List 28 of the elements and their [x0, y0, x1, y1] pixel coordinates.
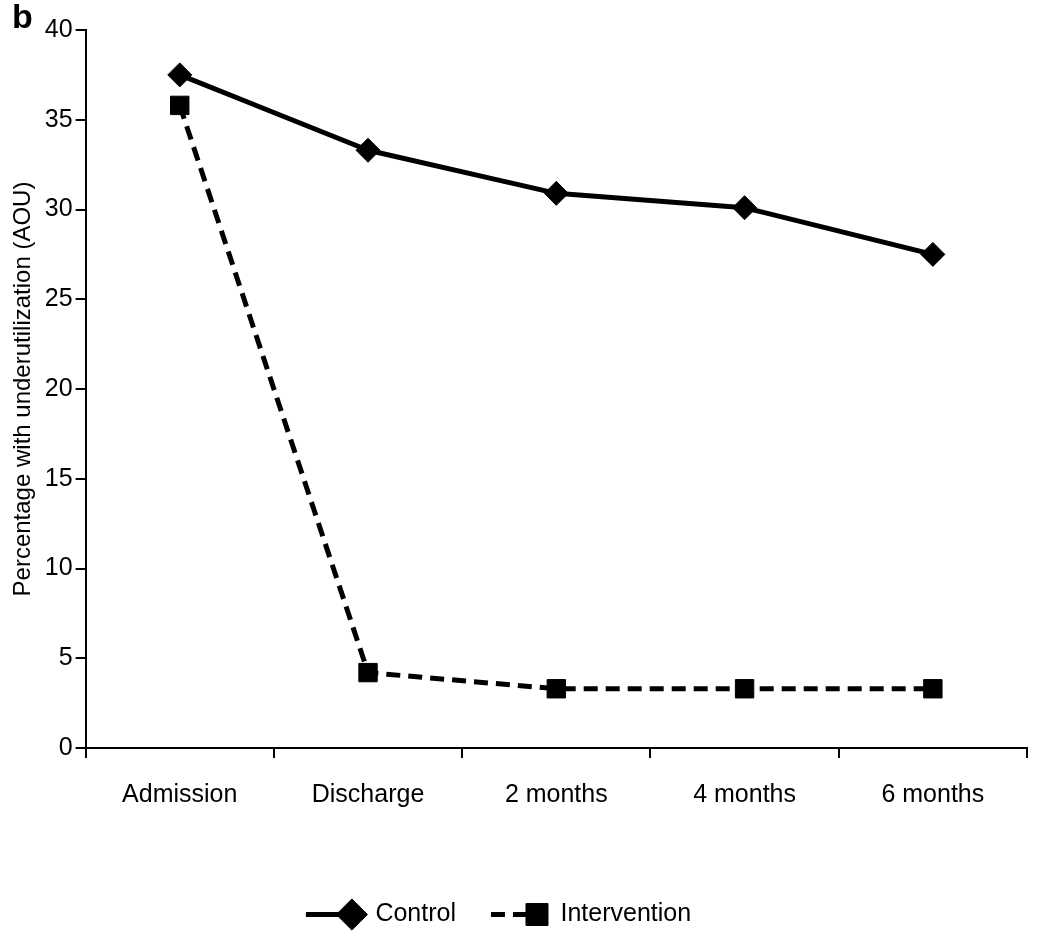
point [358, 662, 378, 683]
point [170, 95, 190, 116]
y-tick-label: 35 [44, 103, 73, 132]
y-tick-label: 30 [44, 193, 73, 222]
y-tick-label: 20 [44, 372, 73, 401]
x-tick-label: 4 months [693, 778, 796, 807]
point [923, 679, 943, 699]
point [732, 195, 758, 221]
y-tick-label: 15 [44, 462, 73, 491]
point [546, 679, 566, 699]
chart-title: b [12, 0, 33, 36]
y-tick-label: 40 [44, 13, 73, 42]
x-tick-label: 2 months [504, 778, 608, 807]
point [734, 679, 755, 699]
legend-label: Control [375, 898, 456, 927]
y-axis-title: Percentage with underutilization (AOU) [8, 181, 36, 597]
y-tick-label: 5 [58, 642, 73, 671]
legend-label: Intervention [560, 898, 692, 927]
point [167, 62, 193, 88]
x-tick-label: Admission [122, 778, 238, 807]
y-tick-label: 25 [44, 283, 73, 312]
point [543, 180, 569, 206]
y-tick-label: 10 [44, 552, 73, 581]
x-tick-label: 6 months [881, 778, 985, 807]
point [355, 137, 381, 163]
y-tick-label: 0 [58, 731, 73, 760]
point [920, 241, 946, 267]
x-tick-label: Discharge [311, 778, 425, 807]
